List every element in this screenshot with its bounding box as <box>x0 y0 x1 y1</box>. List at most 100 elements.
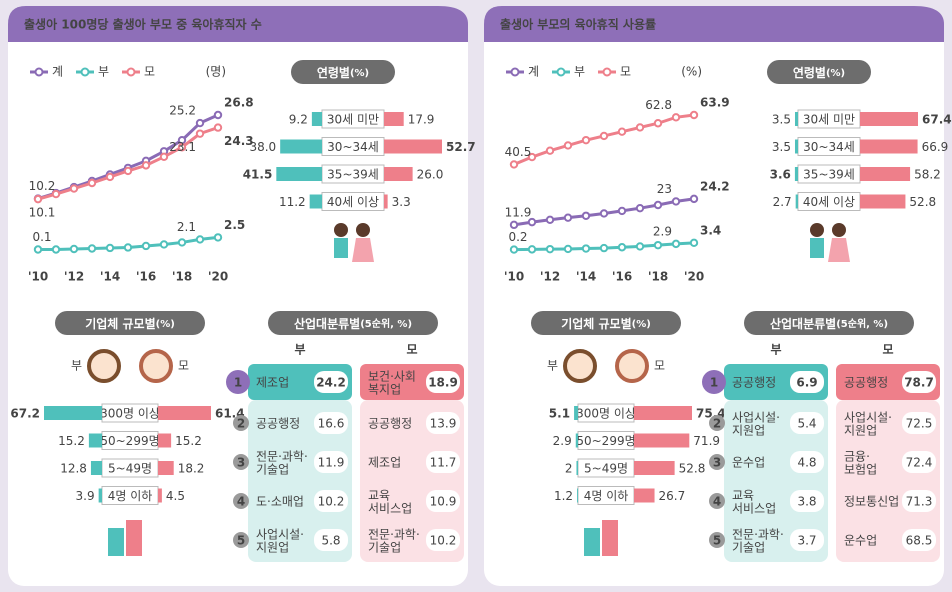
section-title-text: 연령별 <box>793 65 826 80</box>
series-point <box>105 172 115 182</box>
section-unit: (%) <box>632 319 651 330</box>
value-label: 1.2 <box>554 489 573 503</box>
rank-value: 68.5 <box>906 534 933 548</box>
bar <box>90 461 102 475</box>
value-label: 15.2 <box>58 434 85 448</box>
rank-label: 전문·과학· 기술업 <box>732 527 784 554</box>
series-point <box>509 220 519 230</box>
value-box <box>902 371 936 393</box>
couple-icon <box>832 223 846 237</box>
top-rank-label: 공공행정 <box>844 375 888 390</box>
section-title-text: 산업대분류별 <box>294 316 360 331</box>
rank-badge <box>709 415 725 431</box>
rank-number: 3 <box>237 456 245 470</box>
rank-badge <box>233 532 249 548</box>
series-point <box>33 194 43 204</box>
bar <box>309 194 322 209</box>
bar <box>574 406 578 420</box>
rank-value: 11.7 <box>430 456 457 470</box>
value-label: 0.2 <box>508 230 527 244</box>
category-label: 35~39세 <box>803 168 855 182</box>
series-point <box>69 184 79 193</box>
legend-label: 부 <box>574 65 585 79</box>
couple-icon <box>810 238 824 258</box>
category-label: 4명 이하 <box>584 489 629 503</box>
rank-label: 사업시설· 지원업 <box>844 410 892 437</box>
series-point <box>581 135 591 145</box>
legend-label: 계 <box>52 65 63 79</box>
bar <box>384 112 404 126</box>
value-box <box>902 490 936 512</box>
section-title-text: 기업체 규모별 <box>85 316 155 331</box>
couple-icon <box>810 223 824 237</box>
section-unit: (%) <box>350 68 369 79</box>
series-point <box>195 235 205 244</box>
panel-title-bar <box>484 6 944 42</box>
rank-value: 72.5 <box>906 417 933 431</box>
category-label: 30세 미만 <box>327 113 379 127</box>
top-rank-value: 18.9 <box>428 376 458 390</box>
value-label: 12.8 <box>60 462 87 476</box>
legend-dot <box>126 67 136 77</box>
series-point <box>671 113 681 122</box>
value-label-max: 52.7 <box>446 140 476 154</box>
category-label: 30세 미만 <box>803 113 855 127</box>
unit-label: (명) <box>206 65 226 79</box>
section-pill <box>767 60 871 84</box>
section-pill <box>268 311 438 335</box>
column-background <box>360 400 464 562</box>
bar <box>634 406 692 420</box>
bar <box>634 488 655 503</box>
series-point <box>123 166 133 176</box>
series-point <box>141 241 151 251</box>
rank-value: 13.9 <box>430 417 457 431</box>
series-point <box>123 243 133 252</box>
legend-label: 부 <box>71 359 82 373</box>
top-rank-value: 78.7 <box>904 376 934 390</box>
value-label: 2.1 <box>177 220 196 234</box>
category-label: 40세 이상 <box>803 195 855 209</box>
series-point <box>545 215 555 224</box>
legend-label: 모 <box>654 359 665 373</box>
bar <box>795 194 798 209</box>
face-icon <box>615 349 649 383</box>
legend-dot <box>602 67 612 77</box>
bar <box>794 112 798 126</box>
rank-label: 전문·과학· 기술업 <box>368 527 420 554</box>
panel-title: 출생아 100명당 출생아 부모 중 육아휴직자 수 <box>24 17 262 32</box>
legend-label: 부 <box>547 359 558 373</box>
rank-number: 4 <box>237 495 245 509</box>
column-header: 부 <box>294 343 305 357</box>
value-label: 23 <box>657 182 672 196</box>
value-label: 3.5 <box>772 140 791 154</box>
value-label: 58.2 <box>914 168 941 182</box>
section-pill <box>531 311 681 335</box>
top-rank-label: 보건·사회 복지업 <box>368 369 416 396</box>
series-point <box>545 244 555 254</box>
legend-label: 모 <box>144 65 155 79</box>
series-point <box>635 242 645 251</box>
legend-dot <box>510 67 520 77</box>
value-label: 52.8 <box>679 462 706 476</box>
series-point <box>689 238 699 248</box>
top-rank-label: 공공행정 <box>732 375 776 390</box>
bar <box>384 194 388 209</box>
rank-value: 10.9 <box>430 495 457 509</box>
rank-value: 16.6 <box>318 417 345 431</box>
value-label: 4.5 <box>166 489 185 503</box>
value-label-latest: 24.2 <box>700 179 730 193</box>
building-icon <box>602 520 618 556</box>
value-label: 18.2 <box>178 462 205 476</box>
rank-number: 2 <box>237 417 245 431</box>
series-point <box>527 152 537 162</box>
x-tick-label: '18 <box>172 270 192 284</box>
series-point <box>159 152 169 162</box>
series-point <box>51 245 61 254</box>
couple-icon <box>828 238 850 262</box>
series-point <box>599 243 609 253</box>
rank-label: 사업시설· 지원업 <box>732 410 780 437</box>
rank-label: 정보통신업 <box>844 495 899 509</box>
rank-badge <box>709 454 725 470</box>
rank-label: 도·소매업 <box>256 495 304 509</box>
value-box <box>314 529 348 551</box>
